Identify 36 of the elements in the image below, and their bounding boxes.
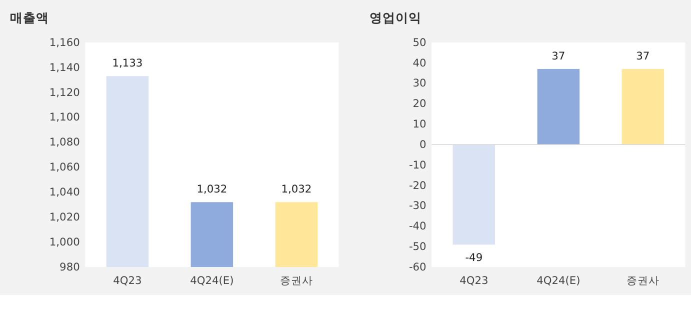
chart-title: 매출액 — [10, 10, 50, 26]
data-label: 37 — [552, 49, 566, 62]
y-tick-label: 1,160 — [49, 36, 80, 49]
y-tick-label: 10 — [412, 118, 427, 131]
y-tick-label: 20 — [412, 97, 427, 110]
y-tick-label: -30 — [408, 199, 427, 212]
y-tick-label: -20 — [408, 178, 427, 192]
y-tick-label: 40 — [412, 56, 427, 70]
y-tick-label: 1,040 — [49, 186, 80, 199]
y-tick-label: 1,080 — [49, 136, 80, 149]
x-tick-label: 4Q24(E) — [190, 274, 234, 287]
data-label: 1,133 — [112, 56, 143, 70]
y-tick-label: 1,020 — [49, 210, 80, 224]
data-label: 1,032 — [281, 182, 312, 196]
y-tick-label: 1,120 — [49, 86, 80, 99]
x-tick-label: 증권사 — [280, 274, 313, 287]
y-tick-label: 0 — [420, 138, 427, 151]
data-label: 37 — [636, 49, 650, 62]
data-label: -49 — [465, 251, 483, 264]
y-tick-label: 1,100 — [49, 110, 80, 124]
x-tick-label: 증권사 — [626, 274, 660, 287]
y-tick-label: -50 — [408, 240, 427, 253]
chart-title: 영업이익 — [370, 10, 422, 26]
y-tick-label: -40 — [408, 220, 427, 233]
x-tick-label: 4Q24(E) — [536, 274, 580, 287]
y-tick-label: 980 — [60, 260, 80, 274]
data-label: 1,032 — [196, 182, 228, 196]
y-tick-label: 1,140 — [49, 60, 80, 74]
y-tick-label: 1,060 — [49, 160, 80, 174]
y-tick-label: -60 — [408, 260, 427, 274]
y-tick-label: 30 — [412, 76, 427, 90]
x-tick-label: 4Q23 — [113, 274, 142, 287]
y-tick-label: 50 — [412, 36, 427, 49]
x-tick-label: 4Q23 — [460, 274, 488, 287]
y-tick-label: 1,000 — [49, 235, 80, 248]
y-tick-label: -10 — [408, 158, 427, 172]
